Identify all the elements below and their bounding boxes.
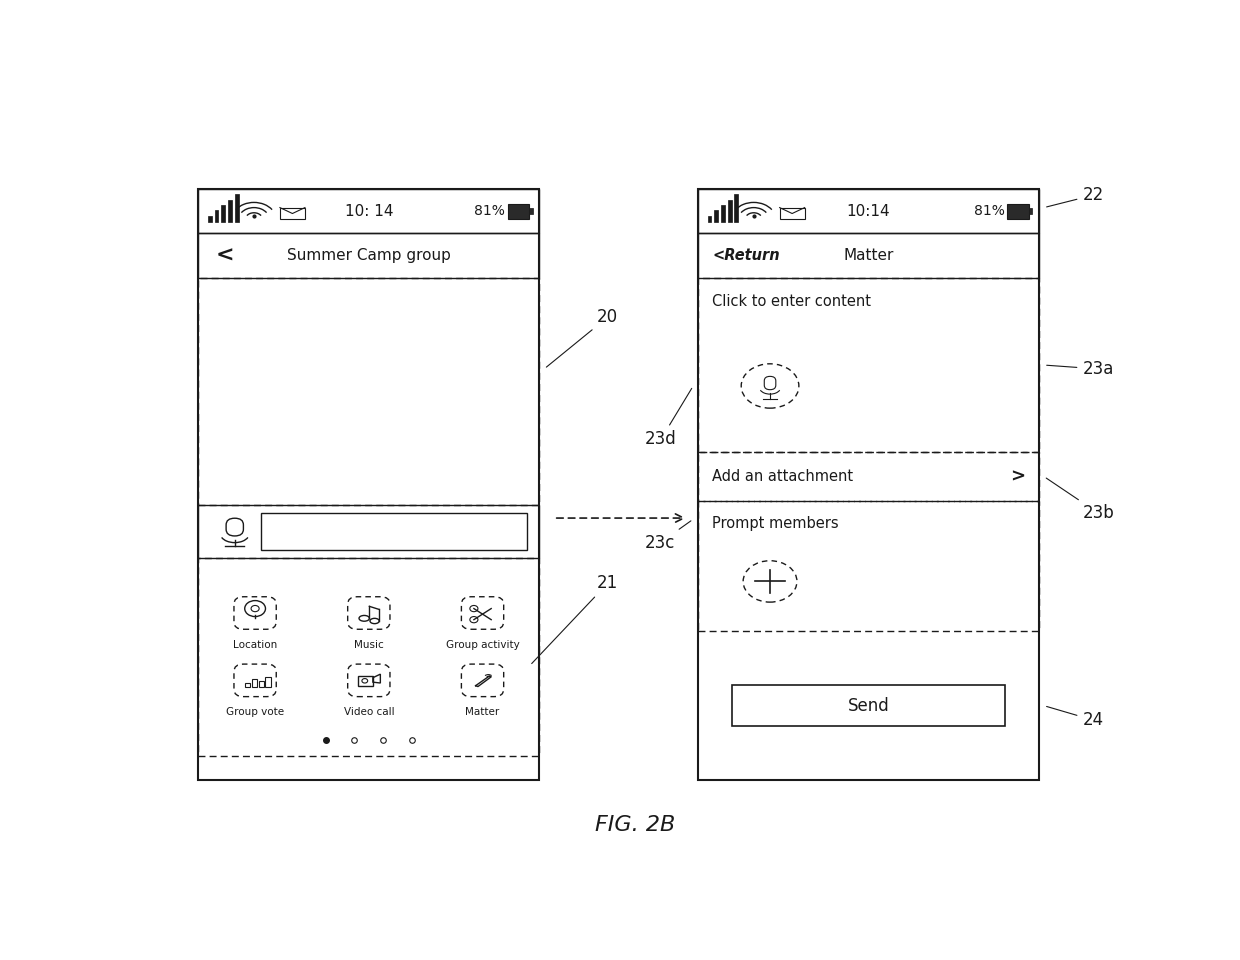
Bar [221, 205, 226, 223]
Text: Music: Music [353, 639, 383, 650]
Bar [198, 189, 539, 233]
Bar [698, 233, 1039, 277]
Text: Group vote: Group vote [226, 707, 284, 717]
Bar [198, 277, 539, 506]
Bar [698, 189, 1039, 233]
Text: Click to enter content: Click to enter content [712, 294, 872, 309]
Text: FIG. 2B: FIG. 2B [595, 815, 676, 835]
Text: 21: 21 [532, 574, 619, 663]
Bar [698, 501, 1039, 631]
Bar [698, 277, 1039, 452]
Text: 81%: 81% [973, 204, 1004, 218]
Text: 22: 22 [1047, 186, 1104, 207]
Text: Prompt members: Prompt members [712, 516, 839, 531]
Bar [252, 679, 257, 687]
Bar [714, 210, 718, 223]
Text: Video call: Video call [343, 707, 394, 717]
Bar [708, 216, 712, 223]
Bar [260, 513, 527, 550]
Bar [215, 210, 218, 223]
Bar [698, 189, 1039, 780]
Bar [198, 558, 539, 756]
Text: Group activity: Group activity [445, 639, 520, 650]
Text: <Return: <Return [712, 248, 780, 263]
Bar [265, 677, 270, 687]
Bar [228, 200, 232, 223]
Text: 23a: 23a [1047, 360, 1114, 378]
Text: 23b: 23b [1047, 478, 1114, 522]
Bar [728, 200, 732, 223]
Text: 10: 14: 10: 14 [345, 204, 393, 219]
Bar [1007, 204, 1028, 219]
Text: 23d: 23d [645, 389, 692, 448]
Bar [734, 195, 738, 223]
Bar [1028, 208, 1033, 214]
Text: Matter: Matter [843, 248, 894, 263]
Text: 20: 20 [547, 308, 619, 367]
Bar [198, 233, 539, 277]
Bar [198, 189, 539, 780]
Bar [198, 506, 539, 558]
Text: Matter: Matter [465, 707, 500, 717]
Bar [280, 207, 305, 220]
Bar [507, 204, 528, 219]
Bar [732, 685, 1006, 727]
Text: 23c: 23c [645, 521, 691, 552]
Text: 24: 24 [1047, 707, 1104, 729]
Bar [780, 207, 805, 220]
Text: Summer Camp group: Summer Camp group [286, 248, 451, 263]
Text: 81%: 81% [474, 204, 505, 218]
Text: 10:14: 10:14 [847, 204, 890, 219]
Text: Add an attachment: Add an attachment [712, 469, 853, 484]
Bar [234, 195, 238, 223]
Bar [244, 683, 250, 687]
Bar [720, 205, 725, 223]
Bar [358, 676, 373, 685]
Bar [528, 208, 533, 214]
Text: <: < [216, 246, 234, 266]
Bar [698, 452, 1039, 501]
Bar [208, 216, 212, 223]
Text: Location: Location [233, 639, 278, 650]
Text: >: > [1011, 468, 1025, 486]
Text: Send: Send [848, 697, 889, 714]
Bar [259, 681, 264, 687]
